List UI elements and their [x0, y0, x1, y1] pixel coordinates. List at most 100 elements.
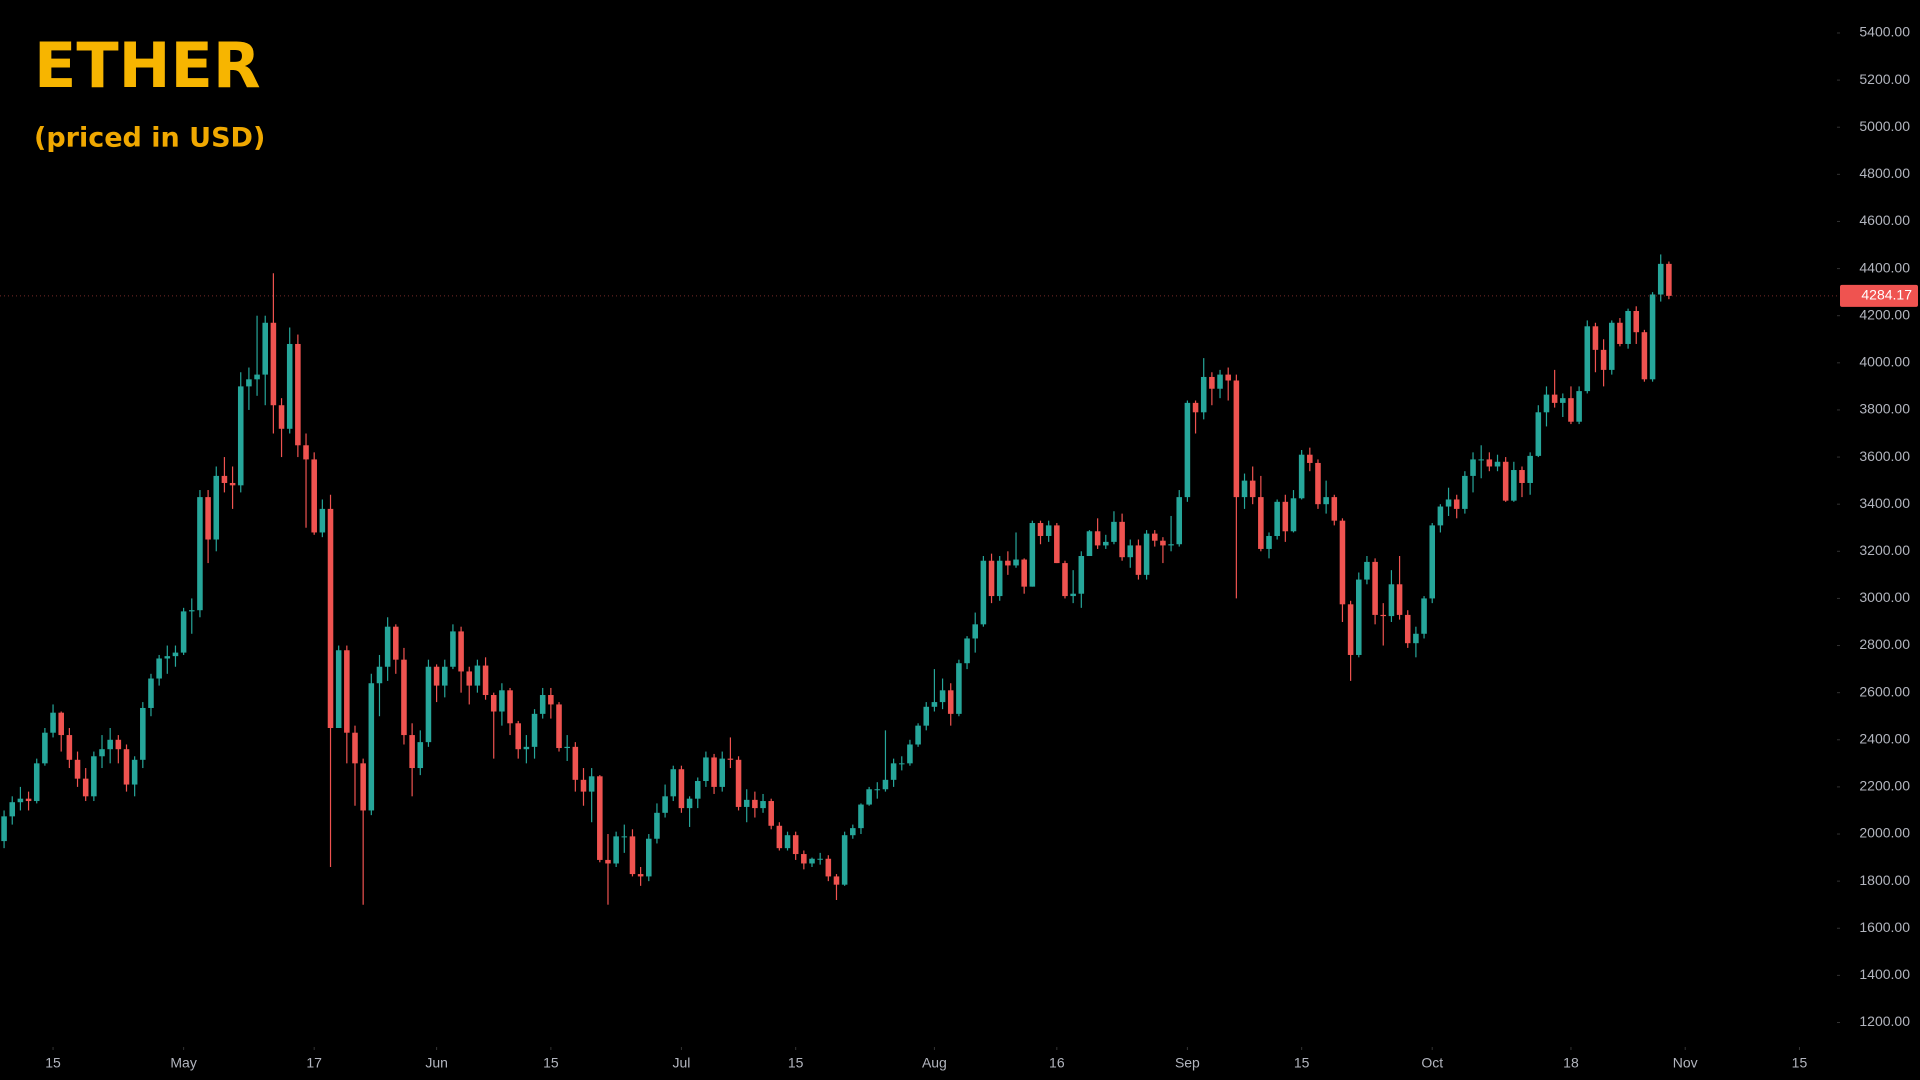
candle-body	[1380, 614, 1387, 617]
y-tick-label: 3000.00	[1859, 589, 1910, 605]
candle-body	[858, 804, 864, 829]
candle-body	[384, 626, 391, 667]
candle-body	[866, 789, 872, 805]
candle-body	[1388, 584, 1395, 617]
y-tick-label: 3800.00	[1859, 401, 1910, 417]
y-tick-label: 2400.00	[1859, 730, 1910, 746]
candle-body	[474, 665, 481, 686]
candle-body	[1462, 475, 1468, 509]
candle-body	[1649, 294, 1656, 380]
candle-body	[792, 835, 799, 855]
candle-body	[637, 874, 644, 877]
candle-body	[197, 497, 203, 611]
candle-body	[9, 802, 16, 817]
candle-body	[1119, 521, 1125, 558]
candle-body	[1519, 470, 1525, 483]
candle-body	[809, 858, 815, 864]
candle-body	[1633, 310, 1640, 333]
candle-body	[1151, 533, 1158, 541]
candle-body	[1290, 498, 1297, 532]
candle-body	[1600, 349, 1607, 370]
x-tick-label: 15	[788, 1055, 804, 1071]
candle-body	[1356, 579, 1362, 655]
candle-body	[703, 757, 709, 782]
y-tick-label: 4000.00	[1859, 354, 1910, 370]
chart-title: ETHER	[34, 29, 261, 102]
candle-body	[1298, 454, 1305, 499]
candle-body	[425, 666, 432, 743]
y-tick-label: 5200.00	[1859, 71, 1910, 87]
y-tick-label: 1200.00	[1859, 1013, 1910, 1029]
candle-body	[401, 659, 407, 736]
candle-body	[1453, 499, 1460, 509]
candle-body	[1347, 604, 1354, 655]
candle-body	[1200, 376, 1207, 413]
candle-body	[662, 796, 668, 813]
candle-body	[33, 763, 40, 802]
candle-body	[499, 690, 505, 712]
candle-body	[548, 695, 554, 705]
candle-body	[980, 560, 987, 625]
candle-body	[213, 475, 220, 540]
candle-body	[1233, 380, 1240, 498]
candle-body	[164, 656, 171, 659]
candle-body	[1094, 531, 1101, 546]
candle-body	[1592, 326, 1599, 350]
candle-body	[1543, 394, 1550, 413]
candle-body	[1568, 398, 1574, 422]
candle-body	[801, 854, 807, 864]
candle-body	[1437, 506, 1444, 526]
candle-body	[1486, 459, 1493, 467]
x-tick-label: Nov	[1673, 1055, 1698, 1071]
candle-body	[694, 781, 701, 799]
candle-body	[539, 695, 546, 714]
candle-body	[890, 763, 897, 780]
candle-body	[278, 405, 285, 429]
candle-body	[1249, 480, 1256, 498]
candle-body	[874, 789, 881, 791]
candle-body	[1241, 480, 1248, 498]
candle-body	[760, 801, 766, 809]
candle-body	[42, 732, 48, 764]
candle-body	[360, 763, 366, 811]
candle-body	[1364, 561, 1370, 580]
candle-body	[335, 650, 342, 728]
candle-body	[1502, 461, 1509, 501]
candle-body	[417, 742, 424, 769]
candle-body	[735, 759, 742, 807]
candle-body	[964, 638, 970, 664]
candle-body	[1005, 560, 1011, 566]
candle-body	[776, 825, 783, 849]
candle-body	[580, 779, 587, 792]
candle-body	[882, 779, 889, 790]
candle-body	[1584, 326, 1591, 392]
candle-body	[531, 713, 538, 747]
candle-body	[1608, 322, 1615, 370]
candle-body	[1086, 531, 1093, 557]
candle-body	[352, 732, 358, 764]
x-tick-label: 16	[1049, 1055, 1065, 1071]
candle-body	[189, 610, 195, 612]
candle-body	[841, 835, 848, 885]
x-tick-label: May	[170, 1055, 196, 1071]
candle-body	[850, 828, 856, 836]
x-tick-label: 15	[45, 1055, 61, 1071]
candle-body	[1666, 263, 1672, 296]
candle-body	[344, 650, 350, 733]
candle-body	[286, 343, 293, 429]
x-tick-label: 15	[1294, 1055, 1310, 1071]
candle-body	[1413, 633, 1419, 644]
y-tick-label: 4200.00	[1859, 306, 1910, 322]
candle-body	[515, 723, 521, 750]
x-tick-label: 18	[1563, 1055, 1579, 1071]
candle-body	[1217, 374, 1223, 389]
candle-body	[719, 758, 726, 787]
y-tick-label: 2600.00	[1859, 683, 1910, 699]
candle-body	[1045, 525, 1052, 536]
candle-body	[131, 759, 138, 785]
candle-body	[1225, 374, 1231, 381]
candle-body	[1511, 470, 1517, 501]
candle-body	[229, 482, 236, 486]
candle-body	[295, 343, 301, 446]
